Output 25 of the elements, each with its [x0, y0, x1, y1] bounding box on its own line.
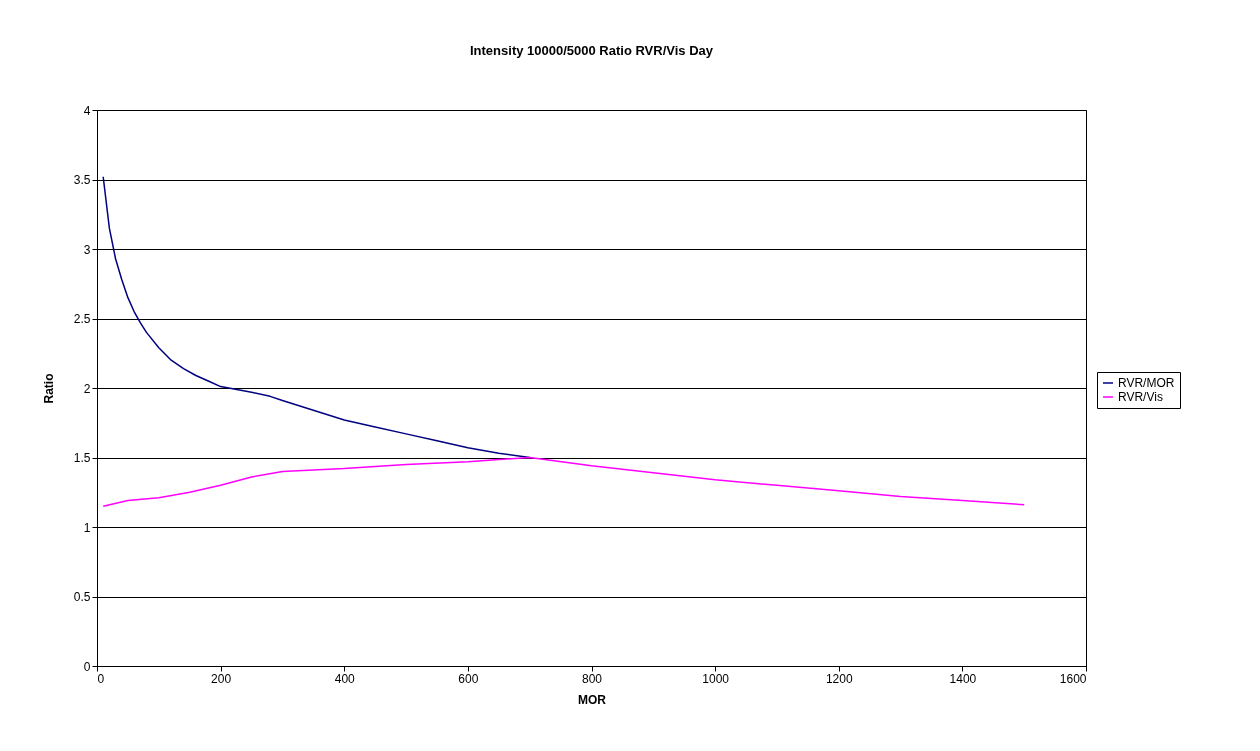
x-axis-title: MOR [578, 692, 607, 707]
x-tick-label: 0 [97, 671, 105, 686]
x-tick-label: 1000 [702, 671, 730, 686]
y-tick-label: 2.5 [73, 312, 91, 326]
x-tick-label: 1400 [949, 671, 977, 686]
x-tick-label: 1600 [1059, 671, 1087, 686]
x-tick-label: 1200 [825, 671, 853, 686]
x-tick-label: 200 [211, 671, 232, 686]
x-tick-label: 600 [458, 671, 479, 686]
y-tick-label: 1 [83, 520, 91, 535]
y-axis-title: Ratio [41, 373, 56, 404]
line-series [102, 456, 1025, 507]
y-tick-label: 4 [83, 103, 91, 118]
y-tick-label: 0 [83, 659, 91, 674]
y-tick-label: 2 [83, 381, 91, 396]
y-tick-label: 3.5 [73, 173, 91, 187]
line-series [102, 175, 531, 459]
legend-label: RVR/Vis [1118, 390, 1163, 404]
x-tick-label: 400 [334, 671, 356, 686]
y-tick-label: 3 [83, 242, 91, 257]
x-tick-label: 800 [581, 671, 603, 686]
chart-title: Intensity 10000/5000 Ratio RVR/Vis Day [469, 43, 714, 58]
y-tick-label: 0.5 [73, 590, 91, 604]
legend-label: RVR/MOR [1118, 376, 1175, 390]
y-tick-label: 1.5 [73, 451, 91, 465]
